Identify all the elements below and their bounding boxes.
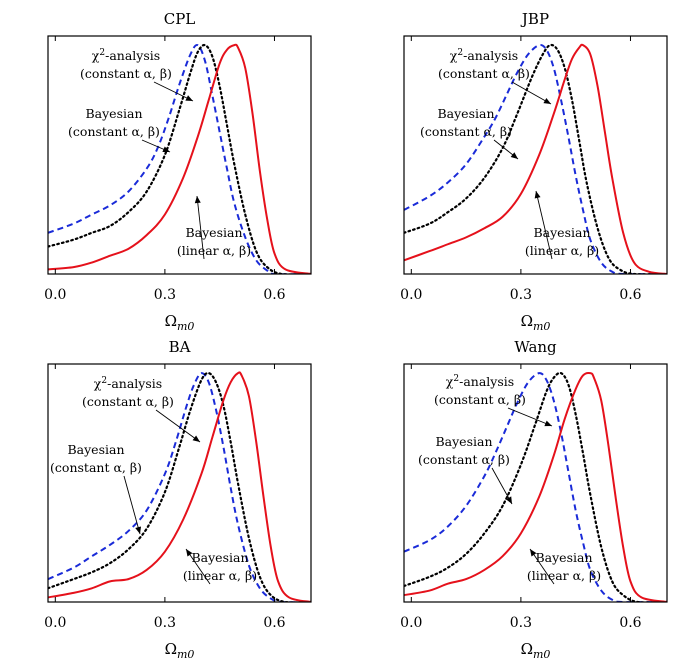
annotation: Bayesian (constant α, β): [420, 106, 519, 160]
annotation-text: Bayesian: [435, 434, 492, 449]
annotation-text: χ2-analysis: [94, 376, 162, 391]
x-axis-label: Ωm0: [165, 312, 195, 333]
series-line-dashed: [48, 372, 311, 602]
panel-title: CPL: [164, 10, 196, 28]
series-line-dashed: [404, 43, 667, 274]
annotation-text: (constant α, β): [438, 66, 530, 81]
series-line-dotted: [48, 43, 311, 274]
arrow-head: [543, 97, 551, 104]
arrow-head: [162, 146, 170, 152]
arrow-head: [194, 196, 201, 204]
x-tick-label: 0.3: [510, 287, 532, 303]
annotation-text: (linear α, β): [183, 568, 257, 583]
panel-title: JBP: [520, 10, 549, 28]
arrow-head: [510, 152, 518, 159]
chart-panel-ba: BA 0.0 0.3 0.6 Ωm0 χ2-analysis (constant α, β)…: [44, 338, 312, 661]
annotation: χ2-analysis (constant α, β): [438, 48, 552, 105]
x-axis-label: Ωm0: [521, 312, 551, 333]
annotation: Bayesian (constant α, β): [68, 106, 171, 153]
series-line-dotted: [404, 43, 667, 274]
x-axis-label: Ωm0: [165, 640, 195, 661]
annotation-arrow: [153, 81, 194, 102]
annotation-text: (constant α, β): [50, 460, 142, 475]
x-tick-label: 0.0: [400, 615, 422, 631]
annotation-arrow: [196, 195, 205, 260]
annotation: Bayesian (constant α, β): [50, 442, 142, 535]
annotation-arrow: [535, 190, 553, 260]
chart-panel-wang: Wang 0.0 0.3 0.6 Ωm0 χ2-analysis (constant α, …: [400, 338, 668, 661]
chart-panel-jbp: JBP 0.0 0.3 0.6 Ωm0 χ2-analysis (constant α, β…: [400, 10, 668, 333]
annotation-arrow: [529, 548, 555, 585]
arrow-head: [135, 526, 142, 534]
series-line-dashed: [404, 372, 667, 602]
arrow-head: [186, 549, 193, 557]
annotation: Bayesian (constant α, β): [418, 434, 513, 505]
plot-frame: [47, 363, 312, 603]
annotation: χ2-analysis (constant α, β): [434, 374, 553, 427]
arrow-head: [544, 420, 552, 427]
series-line-dashed: [48, 43, 311, 274]
x-tick-label: 0.3: [510, 615, 532, 631]
x-axis-label: Ωm0: [521, 640, 551, 661]
annotation: χ2-analysis (constant α, β): [82, 376, 201, 443]
x-tick-label: 0.6: [619, 287, 641, 303]
x-tick-label: 0.6: [263, 287, 285, 303]
panel-title: Wang: [514, 338, 557, 356]
annotation-text: (linear α, β): [525, 243, 599, 258]
annotation-text: Bayesian: [185, 225, 242, 240]
annotation-arrow: [507, 407, 553, 427]
annotation-arrow: [123, 475, 141, 535]
annotation-text: Bayesian: [533, 225, 590, 240]
arrow-head: [534, 191, 541, 199]
series-line-dotted: [404, 371, 667, 602]
series-line-solid: [404, 43, 667, 274]
annotation-text: Bayesian: [191, 550, 248, 565]
panel-title: BA: [169, 338, 191, 356]
series-line-solid: [48, 43, 311, 274]
arrow-head: [192, 435, 200, 442]
series-line-solid: [404, 371, 667, 602]
annotation: Bayesian (linear α, β): [177, 195, 251, 260]
annotation-text: (constant α, β): [80, 66, 172, 81]
arrow-head: [505, 496, 512, 504]
annotation-text: Bayesian: [535, 550, 592, 565]
annotation-arrow: [185, 548, 211, 585]
annotation-text: Bayesian: [85, 106, 142, 121]
x-tick-label: 0.3: [154, 287, 176, 303]
annotation: Bayesian (linear α, β): [527, 548, 601, 585]
annotation-text: (constant α, β): [68, 124, 160, 139]
annotation-arrow: [155, 409, 201, 443]
annotation-text: (linear α, β): [527, 568, 601, 583]
arrow-head: [185, 95, 193, 101]
annotation-text: χ2-analysis: [450, 48, 518, 63]
annotation-text: χ2-analysis: [446, 374, 514, 389]
plot-frame: [47, 35, 312, 275]
plot-frame: [403, 35, 668, 275]
annotation: χ2-analysis (constant α, β): [80, 48, 194, 102]
annotation-arrow: [511, 81, 552, 105]
plot-frame: [403, 363, 668, 603]
annotation: Bayesian (linear α, β): [183, 548, 257, 585]
annotation: Bayesian (linear α, β): [525, 190, 599, 260]
series-line-dotted: [48, 371, 311, 602]
x-tick-label: 0.0: [44, 287, 66, 303]
x-tick-label: 0.0: [400, 287, 422, 303]
annotation-text: (constant α, β): [82, 394, 174, 409]
x-tick-label: 0.6: [619, 615, 641, 631]
x-tick-label: 0.0: [44, 615, 66, 631]
annotation-text: Bayesian: [67, 442, 124, 457]
series-line-solid: [48, 371, 311, 602]
annotation-text: (constant α, β): [418, 452, 510, 467]
annotation-text: (linear α, β): [177, 243, 251, 258]
annotation-text: (constant α, β): [434, 392, 526, 407]
arrow-head: [530, 549, 537, 557]
annotation-text: (constant α, β): [420, 124, 512, 139]
x-tick-label: 0.6: [263, 615, 285, 631]
x-tick-label: 0.3: [154, 615, 176, 631]
chart-panel-cpl: CPL 0.0 0.3 0.6 Ωm0 χ2-analysis (constant α, β…: [44, 10, 312, 333]
annotation-text: Bayesian: [437, 106, 494, 121]
annotation-text: χ2-analysis: [92, 48, 160, 63]
